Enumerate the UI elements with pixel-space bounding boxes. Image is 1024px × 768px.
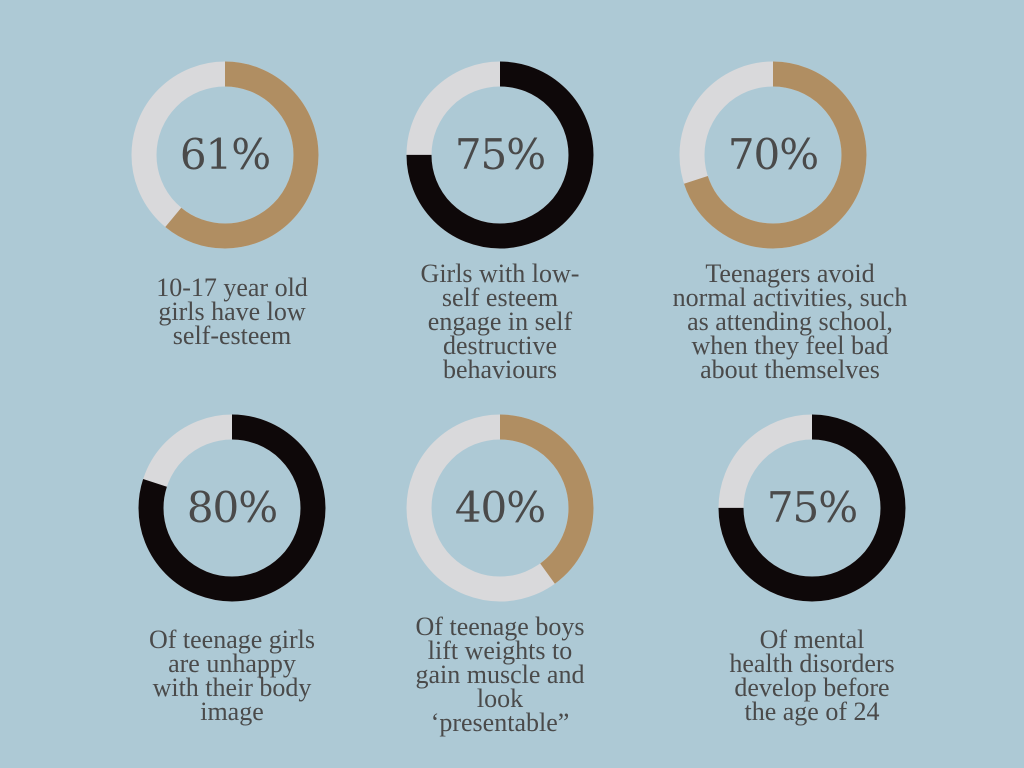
caption-3: Teenagers avoid normal activities, such … (672, 259, 908, 384)
donut-value-arc (131, 61, 319, 249)
donut-percent-label: 70% (728, 130, 818, 179)
donut-percent-label: 75% (455, 130, 545, 179)
donut-1: 61% (131, 61, 319, 249)
donut-value-arc (138, 414, 326, 602)
caption-2: Girls with low- self esteem engage in se… (420, 259, 580, 384)
donut-percent-label: 75% (767, 483, 857, 532)
donut-percent-label: 61% (180, 130, 270, 179)
donut-percent-label: 80% (187, 483, 277, 532)
donut-4: 80% (138, 414, 326, 602)
donut-3: 70% (679, 61, 867, 249)
caption-5: Of teenage boys lift weights to gain mus… (415, 612, 585, 737)
donut-5: 40% (406, 414, 594, 602)
donut-percent-label: 40% (455, 483, 545, 532)
caption-4: Of teenage girls are unhappy with their … (148, 625, 316, 726)
donut-value-arc (718, 414, 906, 602)
donut-value-arc (406, 61, 594, 249)
donut-6: 75% (718, 414, 906, 602)
donut-2: 75% (406, 61, 594, 249)
donut-value-arc (679, 61, 867, 249)
caption-6: Of mental health disorders develop befor… (729, 625, 895, 726)
donut-charts: 61% 75% 70% 80% 40% 75% (131, 61, 906, 602)
donut-value-arc (406, 414, 594, 602)
caption-1: 10-17 year old girls have low self-estee… (156, 273, 308, 350)
